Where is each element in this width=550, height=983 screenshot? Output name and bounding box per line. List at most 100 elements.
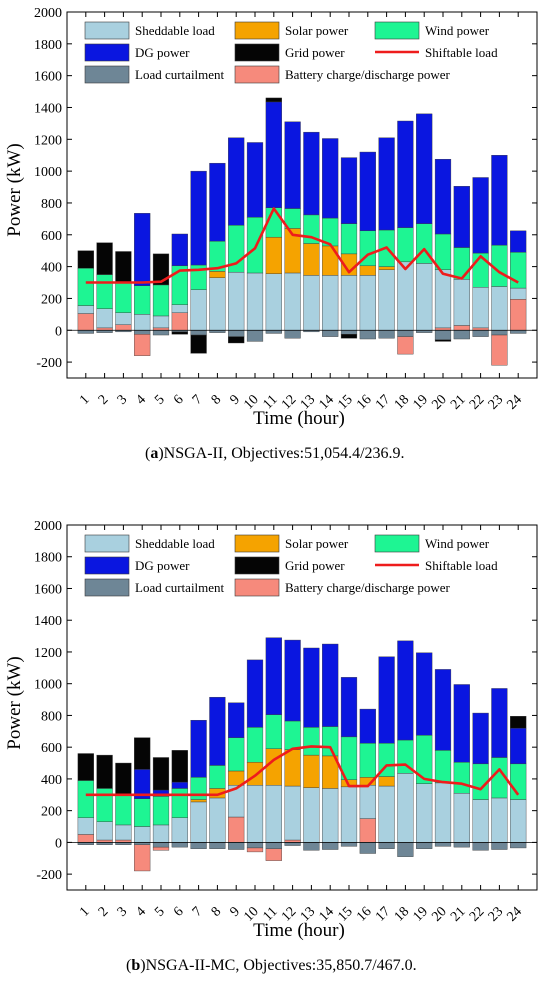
bar-curtail	[397, 842, 414, 857]
bar-solar	[209, 271, 226, 278]
bar-battery-neg	[265, 848, 282, 861]
bar-dg	[284, 639, 301, 722]
legend-label-battery: Battery charge/discharge power	[285, 580, 451, 595]
bar-wind	[77, 780, 94, 818]
bar-dg	[303, 131, 320, 216]
bar-sheddable	[228, 271, 245, 331]
legend-swatch-dg	[84, 43, 130, 62]
bar-dg	[416, 652, 433, 736]
bar-curtail	[359, 842, 376, 854]
y-tick-label: 1000	[34, 165, 62, 180]
bar-grid-pos	[152, 253, 170, 286]
y-tick-label: 200	[41, 292, 62, 307]
bar-sheddable	[340, 275, 358, 331]
bar-curtail	[228, 842, 245, 850]
bar-solar	[284, 749, 301, 787]
legend-label-solar: Solar power	[285, 23, 349, 38]
y-tick-label: 400	[41, 261, 62, 276]
bar-curtail	[434, 842, 452, 847]
bar-sheddable	[510, 799, 527, 843]
bar-solar	[190, 799, 207, 803]
bar-dg	[453, 684, 470, 763]
legend-label-grid: Grid power	[285, 558, 345, 573]
y-tick-label: 600	[41, 229, 62, 244]
bar-sheddable	[134, 314, 151, 331]
legend-swatch-solar	[234, 534, 280, 553]
bar-grid-neg	[434, 339, 452, 342]
y-tick-label: -200	[36, 356, 62, 371]
bar-dg	[359, 708, 376, 744]
bar-curtail	[453, 842, 470, 848]
bar-solar	[359, 265, 376, 276]
bar-dg	[209, 162, 226, 242]
bar-dg	[171, 233, 188, 267]
bar-battery-neg	[491, 334, 508, 366]
bar-dg	[397, 640, 414, 741]
bar-grid-pos	[96, 242, 113, 275]
y-tick-label: 800	[41, 197, 62, 212]
bar-wind	[284, 720, 301, 750]
bar-dg	[510, 230, 527, 253]
bar-curtail	[228, 330, 245, 337]
caption-open-paren: (	[126, 957, 131, 974]
bar-sheddable	[322, 788, 339, 843]
bar-grid-neg	[340, 334, 358, 339]
bar-dg	[397, 120, 414, 228]
legend-label-sheddable: Sheddable load	[135, 23, 215, 38]
bar-sheddable	[190, 801, 207, 843]
bar-dg	[246, 142, 264, 218]
legend-label-solar: Solar power	[285, 536, 349, 551]
bar-dg	[265, 101, 282, 208]
bar-sheddable	[115, 312, 132, 325]
bar-battery-pos	[77, 834, 94, 843]
bar-wind	[96, 274, 113, 309]
bar-sheddable	[453, 792, 470, 843]
bar-curtail	[416, 842, 433, 849]
bar-battery-neg	[397, 336, 414, 355]
caption-letter: a	[150, 445, 158, 462]
bar-dg	[416, 113, 433, 224]
bar-wind	[246, 217, 264, 274]
bar-sheddable	[472, 287, 489, 329]
bar-curtail	[397, 330, 414, 337]
bar-curtail	[152, 330, 170, 336]
bar-sheddable	[472, 799, 489, 843]
bar-battery-pos	[359, 818, 376, 843]
bar-curtail	[510, 330, 527, 334]
legend-label-curtail: Load curtailment	[135, 67, 225, 82]
legend-swatch-curtail	[84, 578, 130, 597]
bar-wind	[340, 223, 358, 255]
legend-swatch-sheddable	[84, 534, 130, 553]
y-tick-label: -200	[36, 868, 62, 883]
legend-swatch-grid	[234, 556, 280, 575]
bar-curtail	[209, 842, 226, 849]
bar-dg	[378, 137, 395, 231]
bar-battery-pos	[510, 299, 527, 331]
y-tick-label: 1400	[34, 101, 62, 116]
panel-a: Power (kW) Time (hour) (a)NSGA-II, Objec…	[4, 6, 538, 462]
y-tick-label: 1200	[34, 133, 62, 148]
bar-sheddable	[265, 273, 282, 331]
bar-dg	[510, 727, 527, 765]
plot-frame	[66, 11, 538, 379]
bar-dg	[228, 702, 245, 738]
bar-curtail	[246, 330, 264, 342]
bar-curtail	[453, 330, 470, 340]
bar-dg	[340, 677, 358, 738]
bar-dg	[378, 656, 395, 744]
legend-swatch-curtail	[84, 65, 130, 84]
bar-dg	[284, 121, 301, 209]
bar-curtail	[265, 330, 282, 334]
bar-sheddable	[397, 261, 414, 331]
y-tick-label: 1400	[34, 614, 62, 629]
legend-label-shiftable: Shiftable load	[425, 558, 498, 573]
bar-sheddable	[378, 269, 395, 331]
bar-battery-neg	[246, 847, 264, 853]
plot-frame	[66, 524, 538, 891]
legend-swatch-wind	[374, 21, 420, 40]
bar-dg	[209, 696, 226, 766]
bar-solar	[378, 266, 395, 270]
bar-curtail	[472, 842, 489, 851]
bar-battery-neg	[134, 334, 151, 356]
bar-sheddable	[171, 817, 188, 843]
